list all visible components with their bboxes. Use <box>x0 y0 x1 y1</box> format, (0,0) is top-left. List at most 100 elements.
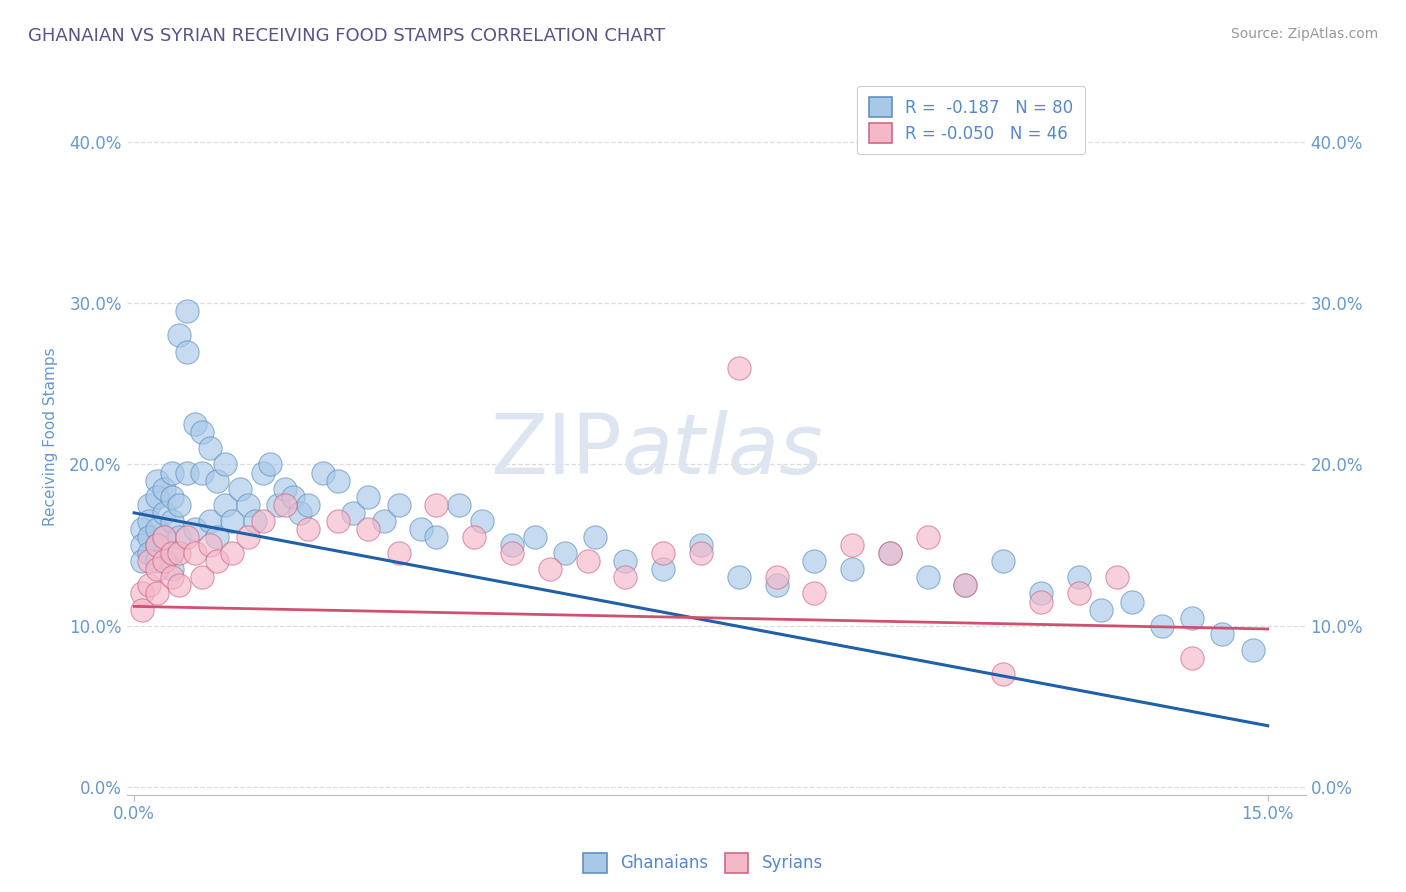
Point <box>993 667 1015 681</box>
Point <box>146 490 169 504</box>
Point <box>1105 570 1128 584</box>
Point <box>690 538 713 552</box>
Point <box>207 530 229 544</box>
Legend: R =  -0.187   N = 80, R = -0.050   N = 46: R = -0.187 N = 80, R = -0.050 N = 46 <box>856 86 1085 154</box>
Point <box>614 570 637 584</box>
Point <box>917 530 939 544</box>
Point <box>290 506 312 520</box>
Point <box>214 498 236 512</box>
Point <box>138 498 160 512</box>
Point <box>221 546 243 560</box>
Point <box>160 514 183 528</box>
Point <box>917 570 939 584</box>
Point <box>765 578 787 592</box>
Point <box>146 522 169 536</box>
Point <box>183 417 205 432</box>
Point <box>297 522 319 536</box>
Point <box>281 490 304 504</box>
Point <box>1211 627 1233 641</box>
Point <box>1090 602 1112 616</box>
Point <box>252 466 274 480</box>
Point <box>169 498 191 512</box>
Point <box>1029 594 1052 608</box>
Point <box>259 458 281 472</box>
Point <box>138 578 160 592</box>
Point <box>357 490 380 504</box>
Point <box>214 458 236 472</box>
Point <box>183 546 205 560</box>
Point <box>1241 643 1264 657</box>
Point <box>236 498 259 512</box>
Point <box>176 304 198 318</box>
Point <box>803 586 825 600</box>
Point <box>146 554 169 568</box>
Point <box>841 538 863 552</box>
Text: ZIP: ZIP <box>489 410 621 491</box>
Point <box>160 490 183 504</box>
Point <box>583 530 606 544</box>
Point <box>207 554 229 568</box>
Point <box>425 530 447 544</box>
Point <box>993 554 1015 568</box>
Point <box>449 498 471 512</box>
Point <box>554 546 576 560</box>
Point <box>342 506 364 520</box>
Point <box>146 538 169 552</box>
Point <box>879 546 901 560</box>
Point <box>652 546 675 560</box>
Point <box>357 522 380 536</box>
Point <box>328 474 350 488</box>
Point <box>160 562 183 576</box>
Point <box>153 482 176 496</box>
Point <box>328 514 350 528</box>
Point <box>191 570 214 584</box>
Point <box>153 506 176 520</box>
Point <box>1121 594 1143 608</box>
Point <box>176 466 198 480</box>
Point <box>160 546 183 560</box>
Point <box>411 522 433 536</box>
Point <box>131 602 153 616</box>
Point <box>523 530 546 544</box>
Point <box>243 514 266 528</box>
Point <box>388 546 411 560</box>
Point <box>229 482 252 496</box>
Point <box>1181 610 1204 624</box>
Point <box>690 546 713 560</box>
Point <box>153 554 176 568</box>
Point <box>207 474 229 488</box>
Y-axis label: Receiving Food Stamps: Receiving Food Stamps <box>44 347 58 525</box>
Point <box>1067 586 1090 600</box>
Point <box>955 578 977 592</box>
Point <box>131 554 153 568</box>
Point <box>198 514 221 528</box>
Point <box>274 482 297 496</box>
Point <box>169 546 191 560</box>
Point <box>198 442 221 456</box>
Point <box>146 562 169 576</box>
Point <box>1150 618 1173 632</box>
Point <box>138 514 160 528</box>
Point <box>146 474 169 488</box>
Point <box>879 546 901 560</box>
Point <box>652 562 675 576</box>
Point <box>538 562 561 576</box>
Point <box>169 578 191 592</box>
Point <box>131 538 153 552</box>
Point <box>297 498 319 512</box>
Point <box>267 498 290 512</box>
Point <box>131 522 153 536</box>
Point <box>471 514 494 528</box>
Point <box>765 570 787 584</box>
Point <box>388 498 411 512</box>
Text: GHANAIAN VS SYRIAN RECEIVING FOOD STAMPS CORRELATION CHART: GHANAIAN VS SYRIAN RECEIVING FOOD STAMPS… <box>28 27 665 45</box>
Point <box>146 586 169 600</box>
Point <box>183 522 205 536</box>
Point <box>501 546 523 560</box>
Legend: Ghanaians, Syrians: Ghanaians, Syrians <box>576 847 830 880</box>
Point <box>146 538 169 552</box>
Point <box>160 570 183 584</box>
Point <box>1029 586 1052 600</box>
Point <box>463 530 485 544</box>
Point <box>176 344 198 359</box>
